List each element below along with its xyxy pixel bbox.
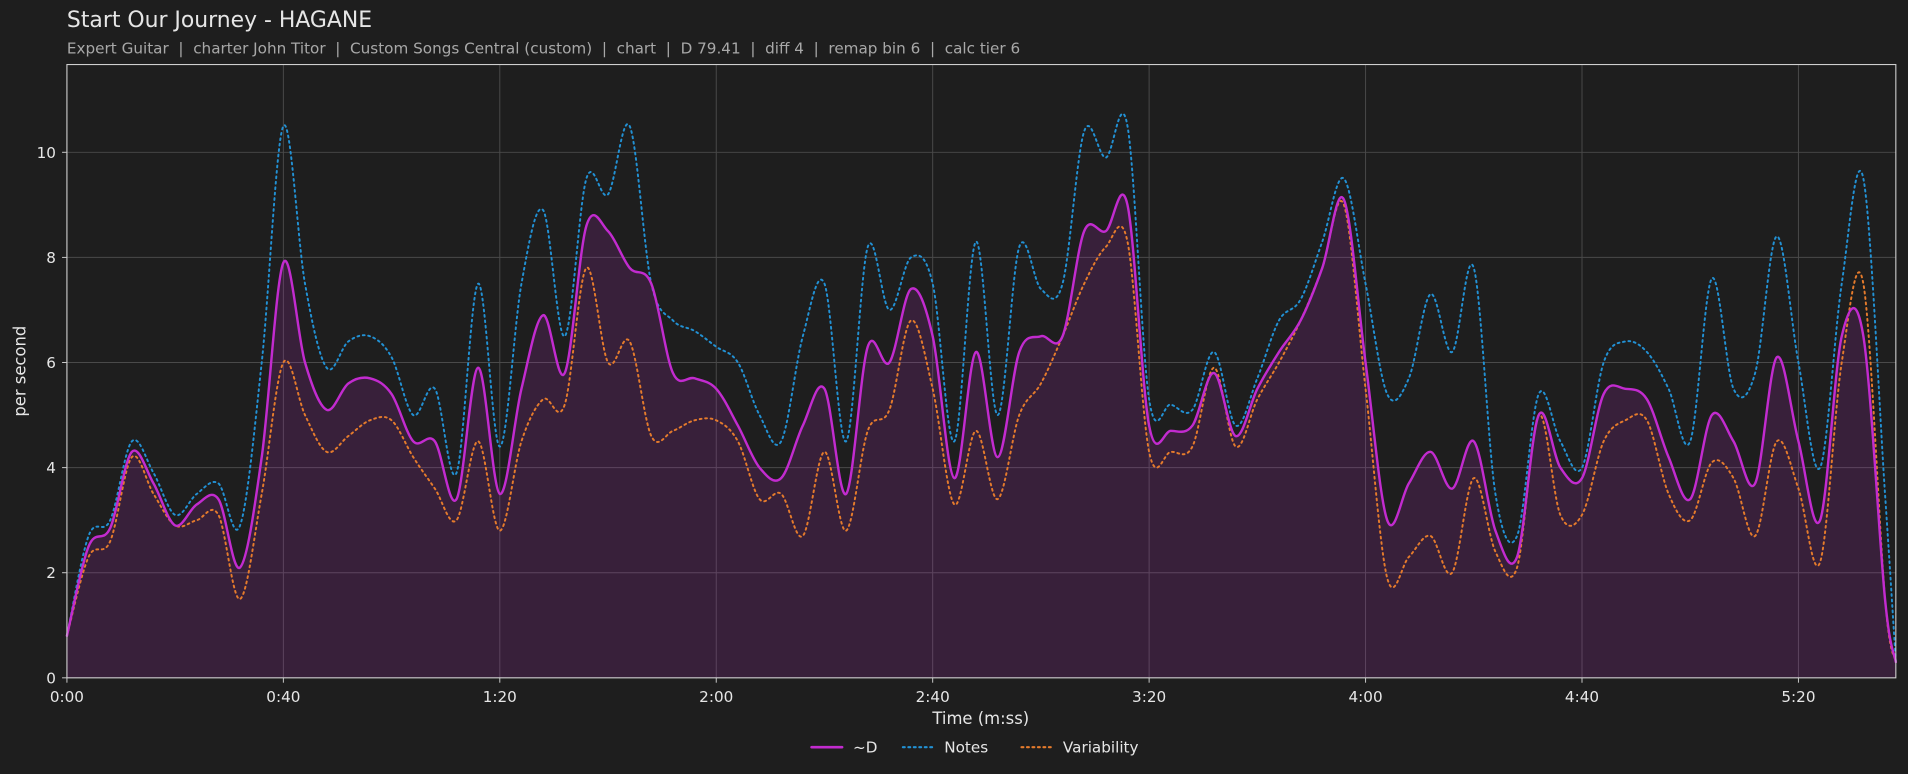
series-line <box>65 113 1897 664</box>
legend-label: Notes <box>944 739 988 757</box>
x-tick-label: 5:20 <box>1781 688 1815 706</box>
y-tick-label: 2 <box>46 564 56 582</box>
x-tick-label: 4:00 <box>1348 688 1382 706</box>
legend-label: Variability <box>1063 739 1139 757</box>
y-tick-label: 0 <box>46 669 56 687</box>
y-axis-label: per second <box>11 326 30 417</box>
x-axis-label: Time (m:ss) <box>931 709 1029 728</box>
chart-subtitle: Expert Guitar | charter John Titor | Cus… <box>67 40 1020 58</box>
x-tick-label: 4:40 <box>1565 688 1599 706</box>
y-tick-label: 6 <box>46 354 56 372</box>
series-line <box>65 193 1898 664</box>
y-tick-label: 4 <box>46 459 56 477</box>
x-tick-label: 1:20 <box>483 688 517 706</box>
chart-title: Start Our Journey - HAGANE <box>67 8 372 33</box>
x-tick-label: 0:00 <box>50 688 84 706</box>
area-fill <box>66 194 1896 678</box>
x-tick-label: 2:00 <box>699 688 733 706</box>
x-tick-label: 2:40 <box>916 688 950 706</box>
legend-label: ~D <box>853 739 877 757</box>
x-tick-label: 3:20 <box>1132 688 1166 706</box>
y-tick-label: 10 <box>37 144 56 162</box>
plot-frame <box>66 63 1897 679</box>
series-line <box>65 200 1897 664</box>
x-tick-label: 0:40 <box>266 688 300 706</box>
y-tick-label: 8 <box>46 249 56 267</box>
